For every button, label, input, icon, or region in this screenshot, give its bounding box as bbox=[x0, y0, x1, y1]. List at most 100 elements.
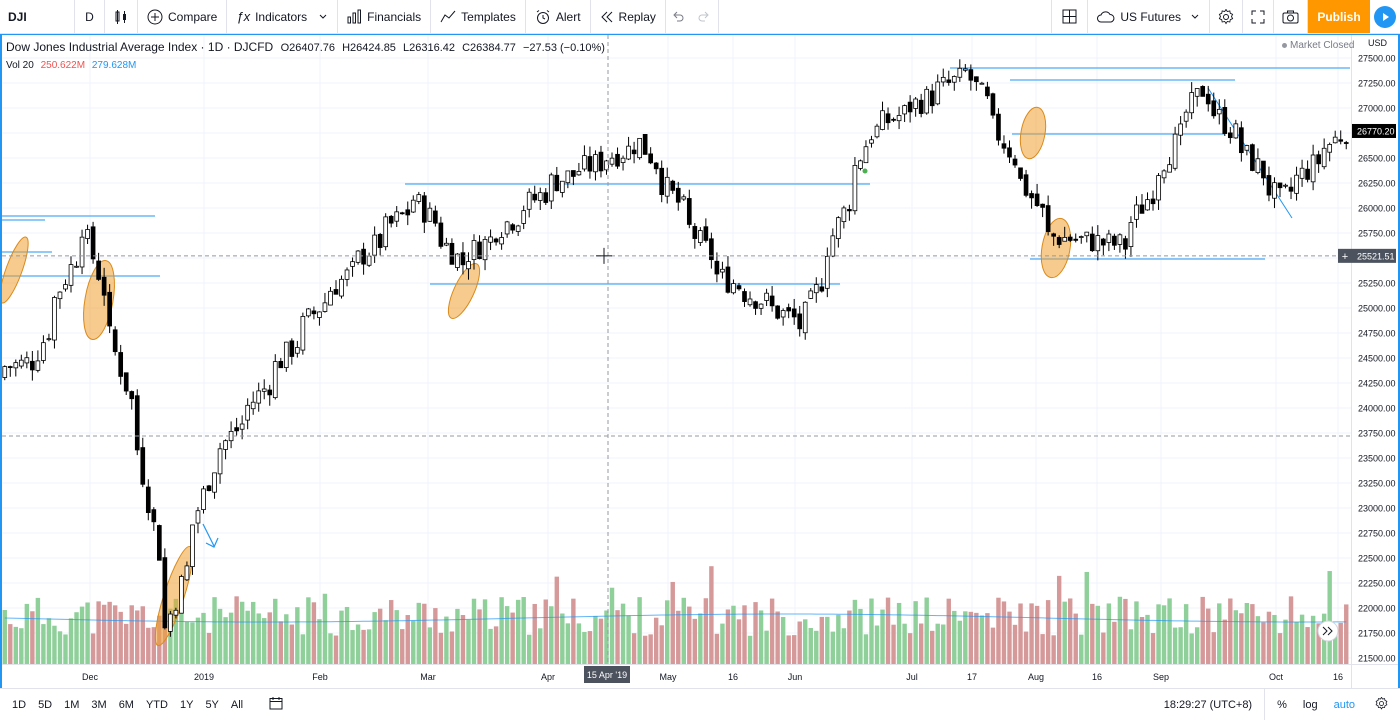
candle-body bbox=[968, 69, 974, 81]
session-button[interactable]: US Futures bbox=[1088, 0, 1210, 33]
volume-bar bbox=[780, 617, 786, 664]
compare-button[interactable]: Compare bbox=[138, 0, 228, 33]
candle-body bbox=[852, 165, 858, 212]
market-status: Market Closed bbox=[1282, 40, 1354, 51]
price-chart[interactable]: 21500.00 21750.00 22000.00 22250.00 22500.00… bbox=[0, 34, 1400, 688]
add-button-bg[interactable] bbox=[1338, 248, 1352, 263]
volume-bar bbox=[1123, 598, 1128, 664]
play-button[interactable] bbox=[1370, 0, 1400, 33]
toolbar-spacer bbox=[719, 0, 1053, 33]
log-toggle[interactable]: log bbox=[1302, 698, 1318, 711]
volume-bar bbox=[648, 634, 653, 664]
range-1m[interactable]: 1M bbox=[64, 698, 80, 711]
volume-bar bbox=[1018, 603, 1023, 664]
volume-bar bbox=[858, 608, 863, 664]
candle-body bbox=[990, 93, 996, 116]
highlight-ellipse[interactable] bbox=[0, 234, 33, 305]
fx-icon: ƒx bbox=[236, 9, 251, 24]
last-price-label-bg bbox=[1352, 123, 1396, 138]
candle-body bbox=[780, 310, 786, 318]
candle-body bbox=[30, 360, 35, 371]
candle-body bbox=[427, 207, 433, 222]
crosshair-price-label: 25521.51 bbox=[1357, 251, 1395, 261]
symbol-search[interactable]: DJI bbox=[0, 0, 75, 33]
trend-line[interactable] bbox=[1207, 87, 1293, 219]
candle-body bbox=[328, 290, 333, 306]
percent-toggle[interactable]: % bbox=[1277, 698, 1287, 711]
candle-body bbox=[449, 242, 455, 265]
volume-bar bbox=[1217, 603, 1222, 664]
chart-style-button[interactable] bbox=[105, 0, 138, 33]
volume-bar bbox=[609, 587, 615, 664]
candle-body bbox=[714, 260, 720, 275]
interval-button[interactable]: D bbox=[75, 0, 105, 33]
auto-toggle[interactable]: auto bbox=[1333, 698, 1355, 711]
candle-body bbox=[532, 193, 538, 201]
range-5y[interactable]: 5Y bbox=[205, 698, 219, 711]
play-icon bbox=[1374, 5, 1396, 28]
volume-bar bbox=[1178, 627, 1183, 664]
highlight-ellipse[interactable] bbox=[1017, 105, 1050, 160]
range-ytd[interactable]: YTD bbox=[145, 698, 168, 711]
candle-body bbox=[1316, 154, 1321, 165]
volume-bar bbox=[306, 597, 311, 664]
layout-button[interactable] bbox=[1052, 0, 1089, 33]
range-6m[interactable]: 6M bbox=[118, 698, 134, 711]
highlight-ellipse[interactable] bbox=[442, 260, 485, 323]
gear-icon bbox=[1218, 8, 1234, 24]
volume-bar bbox=[1244, 602, 1250, 664]
volume-bar bbox=[52, 625, 57, 664]
y-tick-label: 27250.00 bbox=[1358, 79, 1396, 89]
candle-body bbox=[1321, 147, 1327, 168]
volume-bar bbox=[460, 615, 466, 664]
highlight-ellipse[interactable] bbox=[78, 258, 119, 342]
range-1y[interactable]: 1Y bbox=[179, 698, 194, 711]
templates-button[interactable]: Templates bbox=[431, 0, 526, 33]
redo-button[interactable] bbox=[690, 0, 719, 33]
volume-bar bbox=[676, 610, 681, 664]
candle-body bbox=[1299, 167, 1305, 179]
layout-grid-icon bbox=[1062, 9, 1077, 24]
candle-body bbox=[1200, 86, 1206, 97]
alert-label: Alert bbox=[555, 9, 581, 24]
financials-button[interactable]: Financials bbox=[338, 0, 432, 33]
scroll-realtime-button[interactable] bbox=[1317, 620, 1339, 642]
publish-button[interactable]: Publish bbox=[1308, 0, 1370, 33]
undo-icon bbox=[673, 11, 684, 21]
compare-label: Compare bbox=[168, 9, 218, 24]
candle-body bbox=[1078, 236, 1084, 238]
snapshot-button[interactable] bbox=[1274, 0, 1308, 33]
indicators-button[interactable]: ƒx Indicators bbox=[227, 0, 339, 33]
volume-bar bbox=[344, 606, 350, 664]
candle-body bbox=[731, 283, 736, 294]
volume-bar bbox=[63, 634, 68, 664]
y-tick-label: 23750.00 bbox=[1358, 429, 1396, 439]
range-1d[interactable]: 1D bbox=[12, 698, 27, 711]
arrow-line[interactable] bbox=[202, 523, 215, 547]
candle-body bbox=[1034, 193, 1040, 206]
replay-button[interactable]: Replay bbox=[591, 0, 666, 33]
clock-timezone[interactable]: 18:29:27 (UTC+8) bbox=[1152, 689, 1266, 720]
volume-bar bbox=[311, 602, 317, 664]
range-5d[interactable]: 5D bbox=[38, 698, 53, 711]
range-3m[interactable]: 3M bbox=[91, 698, 107, 711]
candle-body bbox=[383, 216, 389, 248]
range-all[interactable]: All bbox=[230, 698, 244, 711]
templates-label: Templates bbox=[461, 9, 516, 24]
settings-button[interactable] bbox=[1210, 0, 1243, 33]
volume-bar bbox=[239, 601, 245, 664]
x-tick-label: 17 bbox=[967, 672, 977, 682]
undo-button[interactable] bbox=[666, 0, 690, 33]
fullscreen-button[interactable] bbox=[1243, 0, 1274, 33]
volume-bar bbox=[1172, 627, 1178, 664]
cloud-icon bbox=[1097, 10, 1115, 22]
chart-settings-button[interactable] bbox=[1363, 696, 1400, 713]
candle-body bbox=[46, 338, 52, 341]
candle-body bbox=[935, 81, 941, 105]
volume-bar bbox=[631, 633, 637, 664]
goto-date-button[interactable] bbox=[263, 696, 289, 713]
y-tick-label: 26500.00 bbox=[1358, 154, 1396, 164]
alert-button[interactable]: Alert bbox=[526, 0, 591, 33]
volume-bar bbox=[758, 610, 764, 664]
volume-legend[interactable]: Vol 20 250.622M 279.628M bbox=[6, 60, 605, 71]
